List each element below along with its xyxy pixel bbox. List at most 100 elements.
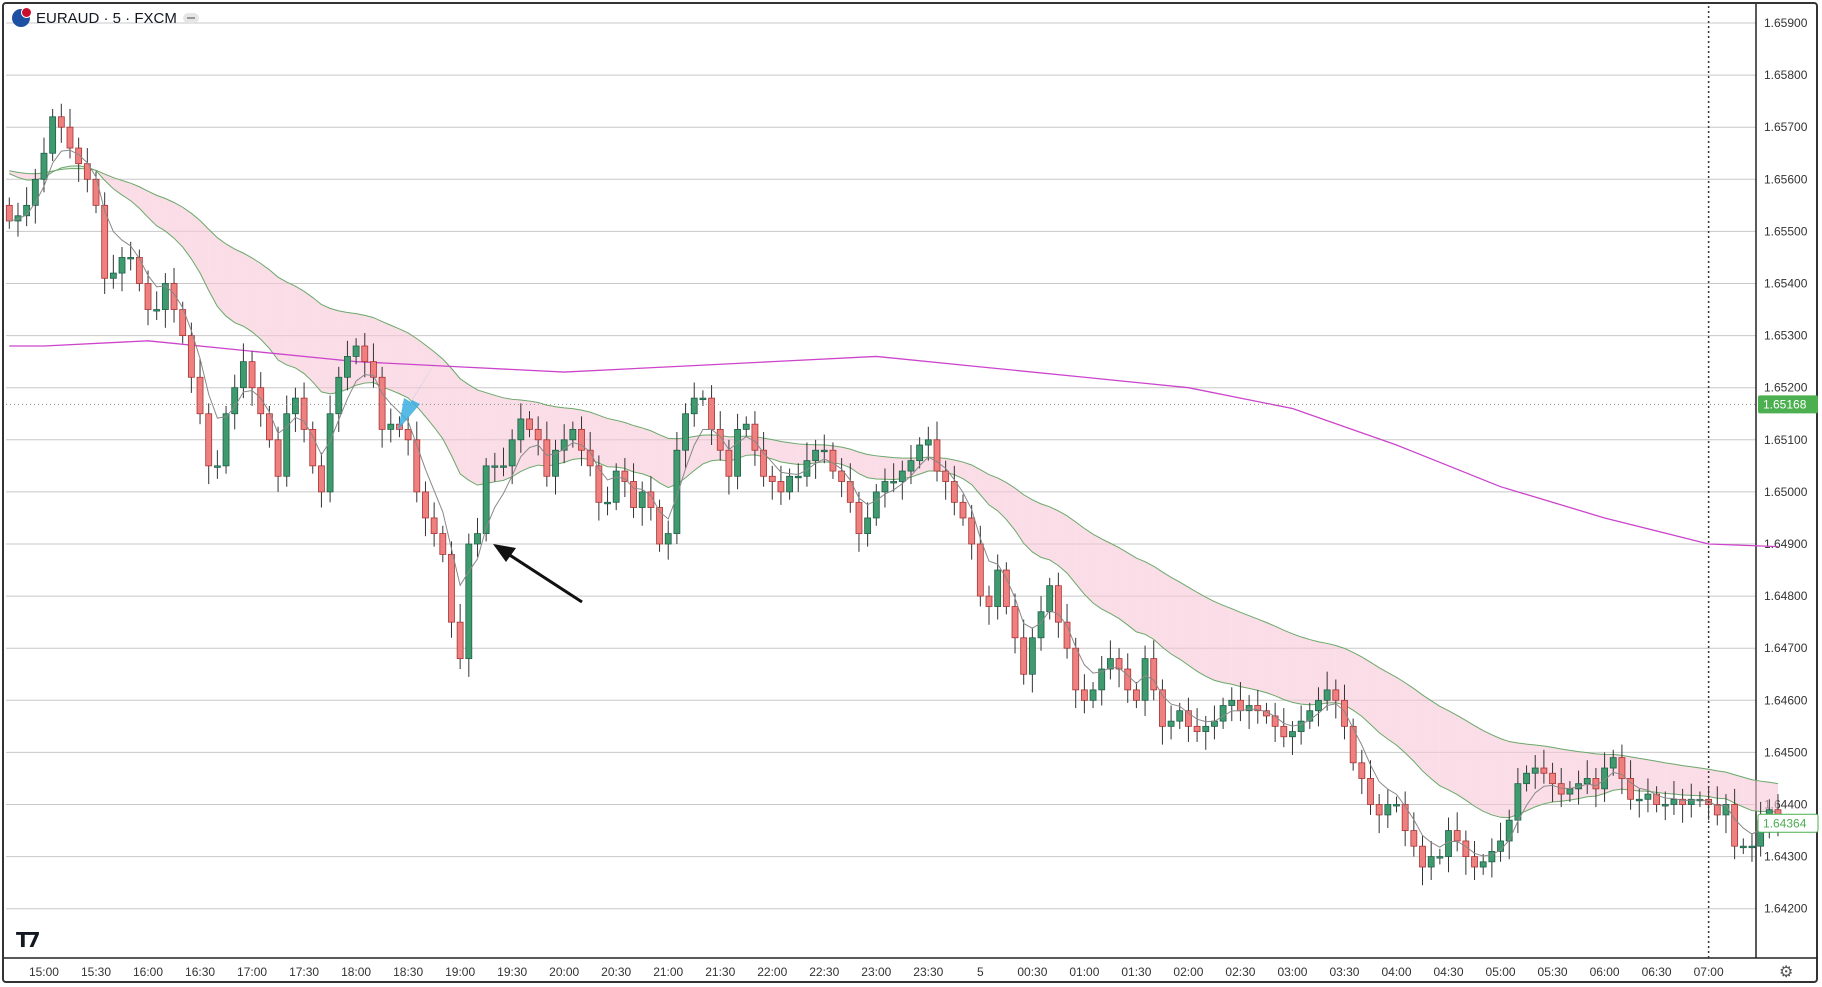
candle — [1505, 809, 1513, 860]
candle — [31, 168, 39, 224]
candle-body — [1427, 856, 1435, 868]
black-arrow-head — [493, 544, 516, 562]
ema-band-segment — [1543, 745, 1553, 804]
candle — [1739, 838, 1747, 854]
ema-band-segment — [1379, 667, 1388, 740]
collapse-legend-button[interactable] — [182, 13, 199, 23]
ema-band-segment — [477, 389, 487, 486]
candle — [1367, 760, 1374, 815]
ema-band-segment — [789, 442, 799, 465]
ema-band-segment — [642, 427, 651, 477]
candle — [213, 450, 221, 479]
candle-body — [872, 491, 880, 519]
ema-band-segment — [1682, 765, 1692, 796]
ema-band-segment — [1214, 601, 1224, 683]
ema-band-segment — [1769, 782, 1778, 813]
symbol-header[interactable]: EURAUD · 5 · FXCM — [12, 7, 199, 27]
ema-band-segment — [971, 464, 981, 495]
candle-body — [1193, 725, 1201, 732]
candle — [370, 343, 377, 388]
candle-body — [1748, 845, 1756, 849]
ema-band-segment — [1439, 706, 1449, 790]
ema-band-segment — [1327, 643, 1336, 704]
candle — [838, 458, 846, 498]
candle-body — [1133, 689, 1140, 701]
ema-band-segment — [321, 304, 331, 394]
candle-body — [1384, 804, 1392, 816]
candle-body — [604, 501, 611, 505]
settings-gear-icon[interactable]: ⚙ — [1779, 964, 1794, 981]
candle — [49, 108, 57, 162]
ema-band-segment — [798, 443, 807, 465]
ema-band-segment — [442, 358, 452, 456]
long-moving-average-line — [9, 340, 1779, 548]
candle — [1072, 637, 1080, 709]
candle-body — [794, 475, 802, 479]
candle — [283, 395, 291, 487]
candle-body — [49, 116, 57, 154]
time-label: 21:00 — [653, 965, 683, 979]
tradingview-logo[interactable]: T7 — [16, 928, 41, 952]
candle — [924, 426, 932, 461]
candle-body — [1679, 798, 1687, 805]
candle-body — [1731, 804, 1739, 847]
candle — [474, 517, 481, 558]
ema-band-segment — [1153, 566, 1163, 648]
ema-band-segment — [1396, 677, 1406, 753]
candle — [23, 187, 31, 227]
candle — [318, 452, 325, 508]
candle-body — [1289, 731, 1296, 738]
candle — [1315, 687, 1322, 727]
candle — [1445, 817, 1452, 873]
candle-body — [829, 449, 837, 472]
time-label: 15:30 — [81, 965, 111, 979]
candle-body — [439, 533, 447, 555]
candle — [40, 137, 48, 193]
ema-band-segment — [1266, 622, 1276, 696]
candle-body — [1471, 856, 1478, 868]
price-label: 1.64600 — [1764, 693, 1808, 707]
ema-band-segment — [1006, 482, 1016, 531]
candle — [170, 267, 178, 323]
candle — [205, 403, 213, 485]
candle-body — [231, 387, 239, 415]
candle-body — [924, 439, 932, 446]
candle — [439, 525, 447, 563]
candle-body — [968, 517, 976, 545]
candle — [942, 460, 950, 500]
candle-body — [465, 543, 473, 660]
candle-body — [213, 465, 221, 468]
time-label: 15:00 — [29, 965, 59, 979]
candle-body — [1549, 772, 1556, 785]
candle-body — [118, 257, 126, 274]
candle — [1627, 760, 1634, 810]
candle-body — [292, 397, 299, 415]
candle-body — [656, 507, 663, 545]
ema-band-segment — [1725, 772, 1735, 804]
time-label: 02:30 — [1225, 965, 1255, 979]
ema-band-segment — [1474, 725, 1484, 812]
candle-body — [517, 418, 525, 441]
candle — [872, 484, 880, 526]
candle-body — [1002, 569, 1010, 607]
time-label: 05:30 — [1538, 965, 1568, 979]
candle-body — [768, 475, 776, 482]
ema-band-segment — [304, 291, 313, 382]
candle-body — [1627, 778, 1634, 800]
candle — [898, 460, 906, 500]
candle-body — [673, 449, 681, 534]
ema-band-segment — [1067, 515, 1076, 584]
candle — [1323, 671, 1331, 711]
candle — [118, 247, 126, 292]
candle — [1020, 619, 1028, 685]
candle-body — [647, 491, 655, 508]
ema-band-segment — [122, 180, 131, 201]
ema-band-segment — [494, 395, 504, 482]
ema-band-segment — [148, 191, 157, 226]
candle — [543, 421, 551, 487]
candle — [153, 291, 161, 320]
candle — [292, 387, 299, 432]
time-label: 03:30 — [1329, 965, 1359, 979]
candle — [135, 249, 143, 292]
